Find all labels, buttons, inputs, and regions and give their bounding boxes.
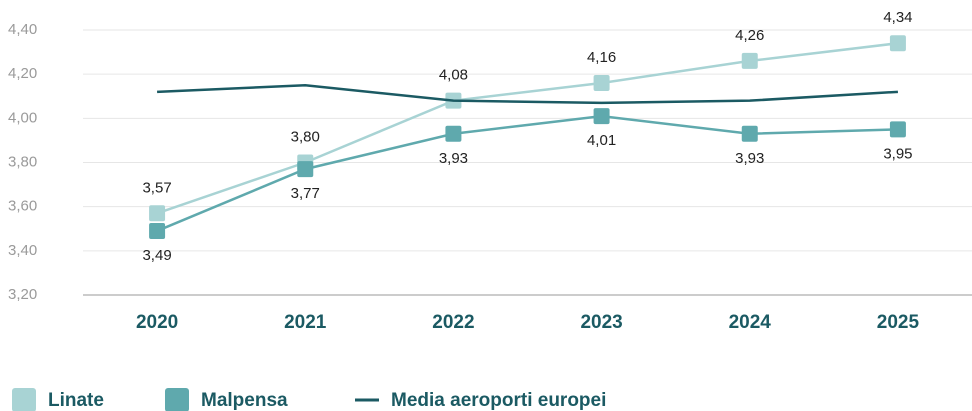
point [741,125,758,142]
y-tick-label: 4,00 [8,109,37,126]
x-tick-label: 2024 [729,312,772,333]
x-tick-label: 2021 [284,312,327,333]
x-tick-label: 2023 [580,312,622,333]
x-tick-label: 2025 [877,312,920,333]
series-line [156,42,899,215]
value-label: 3,80 [291,128,320,145]
value-label: 4,08 [439,67,468,84]
legend-label: Media aeroporti europei [391,390,606,411]
y-tick-label: 3,80 [8,153,37,170]
point [889,121,906,138]
point [889,35,906,52]
y-tick-label: 3,20 [8,286,37,303]
point [297,161,314,178]
point [593,75,610,91]
x-tick-label: 2022 [432,312,474,333]
y-tick-label: 3,60 [8,198,37,215]
x-tick-label: 2020 [136,312,178,333]
point [741,52,758,69]
value-label: 4,01 [587,132,616,149]
series-line [156,114,898,233]
value-label: 4,26 [735,27,764,44]
value-label: 3,77 [291,185,320,202]
y-tick-label: 4,20 [8,65,37,82]
series-line [157,83,898,105]
value-label: 3,95 [883,145,912,162]
legend-label: Linate [48,390,104,411]
legend-swatch [165,388,189,411]
value-label: 3,93 [735,150,764,167]
y-tick-label: 3,40 [8,242,37,259]
value-label: 3,93 [439,150,468,167]
legend-swatch [12,388,36,411]
point [445,125,462,142]
point [149,222,166,239]
value-label: 3,49 [142,247,171,264]
point [593,108,610,125]
legend-label: Malpensa [201,390,288,411]
value-label: 3,57 [142,179,171,196]
y-tick-label: 4,40 [8,21,37,38]
value-label: 4,16 [587,49,616,66]
value-label: 4,34 [883,9,912,26]
point [149,205,166,222]
